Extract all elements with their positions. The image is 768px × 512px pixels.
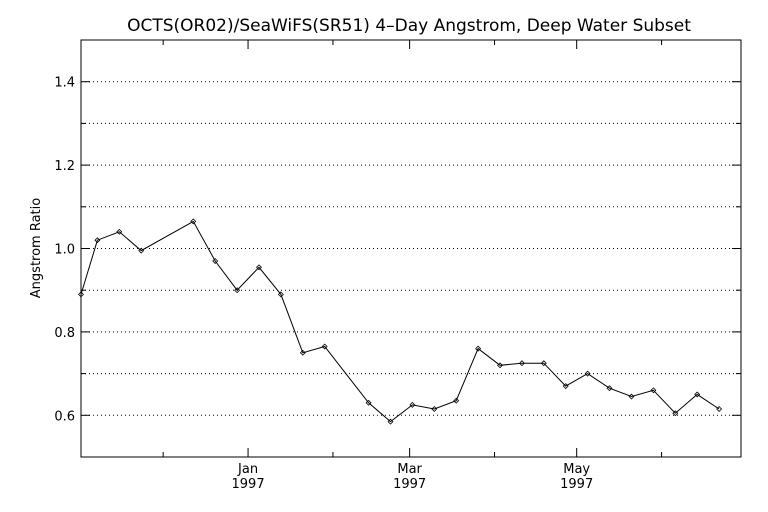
data-point <box>497 362 503 369</box>
x-tick-label-month: Mar <box>397 462 422 477</box>
data-point <box>234 287 241 294</box>
data-point <box>672 410 679 417</box>
data-point <box>650 387 657 394</box>
data-point <box>116 228 123 235</box>
y-tick-label: 1.4 <box>54 76 75 91</box>
axis-ticks <box>81 39 741 458</box>
plot-frame <box>80 39 742 458</box>
series <box>78 218 723 425</box>
data-point <box>190 218 197 225</box>
x-tick-label-year: 1997 <box>232 477 265 492</box>
x-tick-label-month: Jan <box>237 462 258 477</box>
data-point <box>475 345 482 352</box>
y-axis-label: Angstrom Ratio <box>29 198 44 298</box>
data-point <box>365 399 372 406</box>
data-point <box>277 291 284 298</box>
x-tick-label-month: May <box>563 462 590 477</box>
y-tick-label: 1.0 <box>54 243 75 258</box>
data-point <box>540 360 547 367</box>
x-tick-label-year: 1997 <box>393 477 426 492</box>
data-point <box>453 397 460 404</box>
x-tick-label-year: 1997 <box>560 477 593 492</box>
y-tick-label: 0.8 <box>54 326 75 341</box>
data-point <box>138 247 145 254</box>
chart-title: OCTS(OR02)/SeaWiFS(SR51) 4–Day Angstrom,… <box>127 16 691 36</box>
data-point <box>562 383 569 390</box>
data-point <box>299 349 306 356</box>
y-tick-label: 1.2 <box>54 159 75 174</box>
data-point <box>606 385 613 392</box>
data-point <box>431 406 438 412</box>
data-point <box>256 264 262 271</box>
series-line <box>80 220 720 423</box>
data-point <box>321 343 328 350</box>
data-point <box>94 237 101 244</box>
data-point <box>716 406 723 412</box>
data-point <box>518 360 525 367</box>
data-point <box>694 391 701 398</box>
data-point <box>409 401 416 408</box>
data-point <box>584 370 591 377</box>
y-tick-label: 0.6 <box>54 409 75 424</box>
data-point <box>212 258 219 264</box>
gridlines <box>81 81 741 416</box>
data-point <box>387 418 394 425</box>
data-point <box>628 393 635 400</box>
